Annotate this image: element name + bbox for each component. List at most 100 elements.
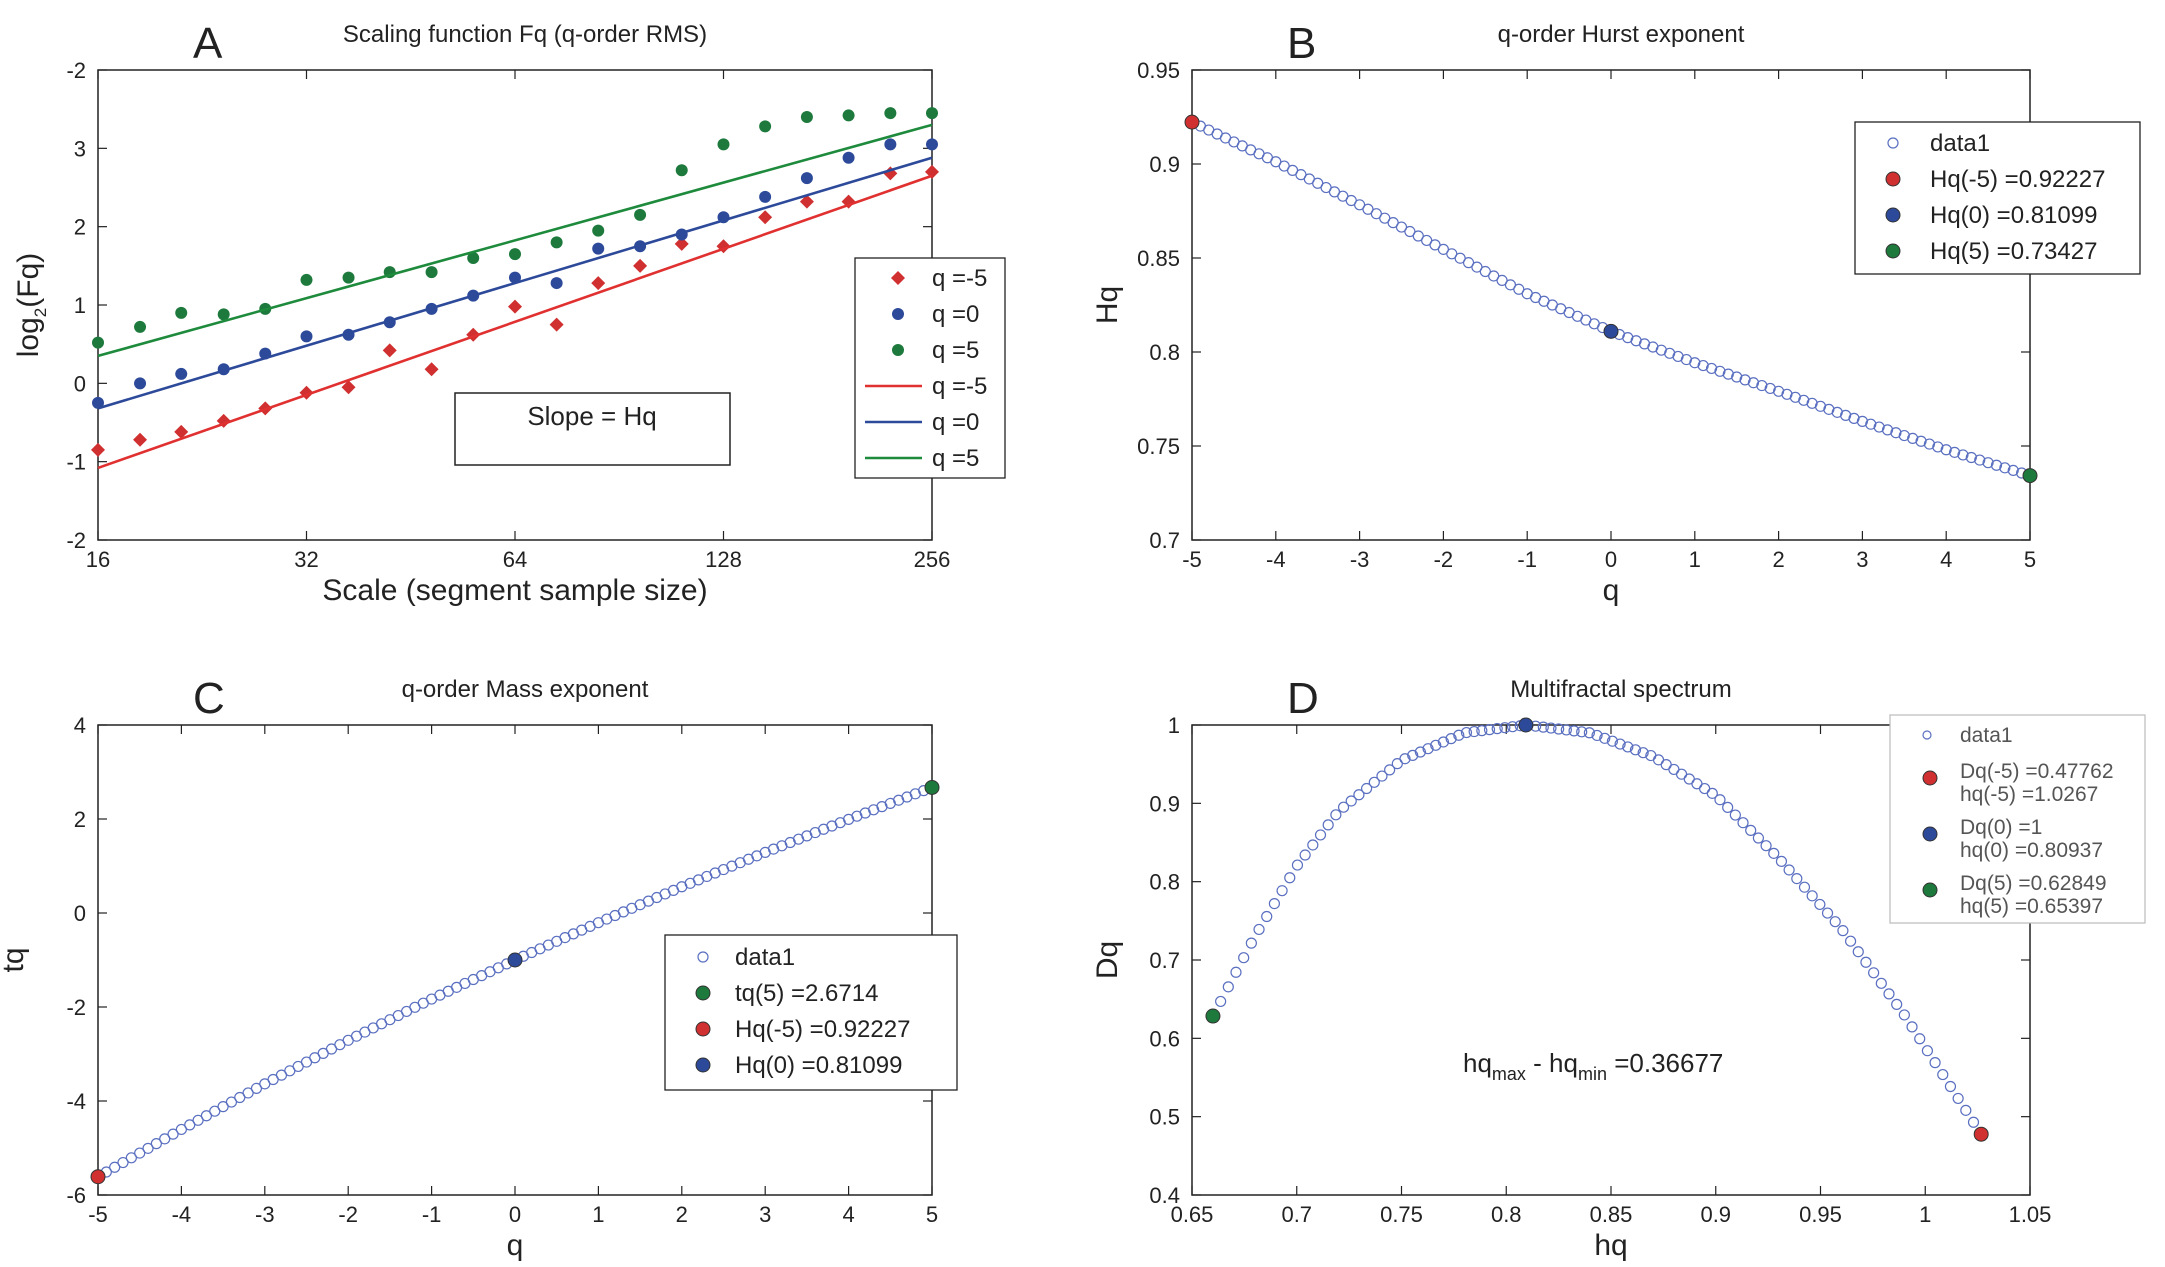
series-line-4 [97,156,933,410]
data-point [175,306,188,319]
y-tick-label: 0.95 [1137,58,1180,83]
data-point [1860,956,1872,968]
data-point [1844,935,1857,947]
y-ticks-d: 0.4 0.5 0.6 0.7 0.8 0.9 1 [1149,713,2030,1208]
data-point [225,1096,238,1108]
data-point [1468,725,1480,738]
data-point [217,308,230,321]
data-point [717,138,730,151]
data-point [1537,721,1549,733]
legend-label: Hq(5) =0.73427 [1930,238,2097,265]
data-point [1791,872,1803,885]
data-point [1445,733,1457,745]
data-point [592,242,605,255]
data-point [1261,910,1273,923]
data-point [1276,885,1288,897]
legend-label: q =0 [932,301,979,328]
legend-swatch [1922,770,1938,786]
data-point [1829,916,1841,928]
data-point [1952,1092,1964,1105]
x-tick-label: 1 [1689,547,1701,572]
x-tick-label: 0.9 [1700,1202,1731,1227]
legend-swatch [695,1021,711,1037]
x-tick-label: 0 [509,1202,521,1227]
x-tick-label: 128 [705,547,742,572]
highlight-points-d [1205,717,1989,1142]
y-tick-label: 0.7 [1149,528,1180,553]
legend-box [1854,121,2141,275]
series-line-5 [97,123,933,358]
data-point [1974,454,1986,466]
data-point [1238,952,1250,964]
legend-item: Hq(-5) =0.92227 [1885,166,2105,193]
legend-item: q =5 [865,445,979,472]
data-point [341,380,356,395]
legend-label: tq(5) =2.6714 [735,980,878,1007]
legend-label: hq(-5) =1.0267 [1960,783,2098,806]
annotation-box [454,392,731,466]
data-point [382,343,397,358]
legend-swatch [1922,826,1938,842]
x-tick-label: 16 [86,547,110,572]
data-point [1460,726,1473,739]
x-tick-label: 4 [842,1202,854,1227]
data-point [1476,725,1488,737]
data-point [1614,738,1626,750]
legend-swatch [1885,207,1901,223]
data-point [1929,1057,1941,1069]
data-point [800,172,813,185]
legend-c: data1 tq(5) =2.6714 Hq(-5) =0.92227 Hq(0) =… [664,934,958,1091]
x-tick-label: 0.7 [1281,1202,1312,1227]
legend-label: Hq(-5) =0.92227 [735,1016,910,1043]
data1-series-b [1186,116,2036,482]
data-point [675,164,688,177]
data1-series-d [1207,719,1987,1140]
series-scatter-1 [92,138,938,409]
data-point [1944,1080,1957,1093]
data-point [250,1082,263,1094]
legend-item: Hq(-5) =0.92227 [695,1016,910,1043]
data-point [1714,794,1726,806]
legend-label: Hq(0) =0.81099 [1930,202,2097,229]
x-axis-label-b: q [1603,574,1620,607]
x-tick-label: 1 [592,1202,604,1227]
spectrum-width-annotation: hqmax - hqmin =0.36677 [1463,1048,1723,1084]
panel-d: 0.65 0.7 0.75 0.8 0.85 0.9 0.95 1 1.050.40.50.60… [1091,674,2146,1262]
x-tick-label: -2 [338,1202,358,1227]
y-tick-label: 0 [74,901,86,926]
y-ticks-c: -6 -4 -2 0 2 4 [66,713,932,1208]
x-tick-label: 256 [914,547,951,572]
data-point [1591,729,1603,742]
panel-label-d: D [1287,674,1319,723]
legend-swatch [1922,730,1932,740]
x-tick-label: -5 [1182,547,1202,572]
data-point [133,432,148,447]
data-point [2007,464,2019,477]
data-point [633,258,648,273]
data-point [1948,446,1961,458]
y-tick-label: 0.9 [1149,152,1180,177]
highlight-point [1973,1126,1989,1142]
data-point [759,190,772,203]
data-point [150,1138,162,1150]
legend-swatch [892,308,904,320]
data-point [92,336,104,349]
data-point [674,236,689,251]
x-tick-label: -4 [172,1202,192,1227]
data-point [134,377,147,390]
data-point [1990,459,2003,471]
data-point [1745,824,1757,836]
chart-title-c: q-order Mass exponent [402,676,649,703]
data-point [1384,764,1396,776]
data-point [1967,1116,1980,1128]
data-point [842,151,855,164]
data-point [1914,1033,1926,1045]
data-point [1821,907,1834,919]
legend-swatch [1885,243,1901,259]
data-point [125,1152,137,1164]
x-tick-label: 4 [1940,547,1952,572]
data-point [134,1147,146,1159]
data-point [634,208,647,221]
x-tick-label: -3 [255,1202,275,1227]
